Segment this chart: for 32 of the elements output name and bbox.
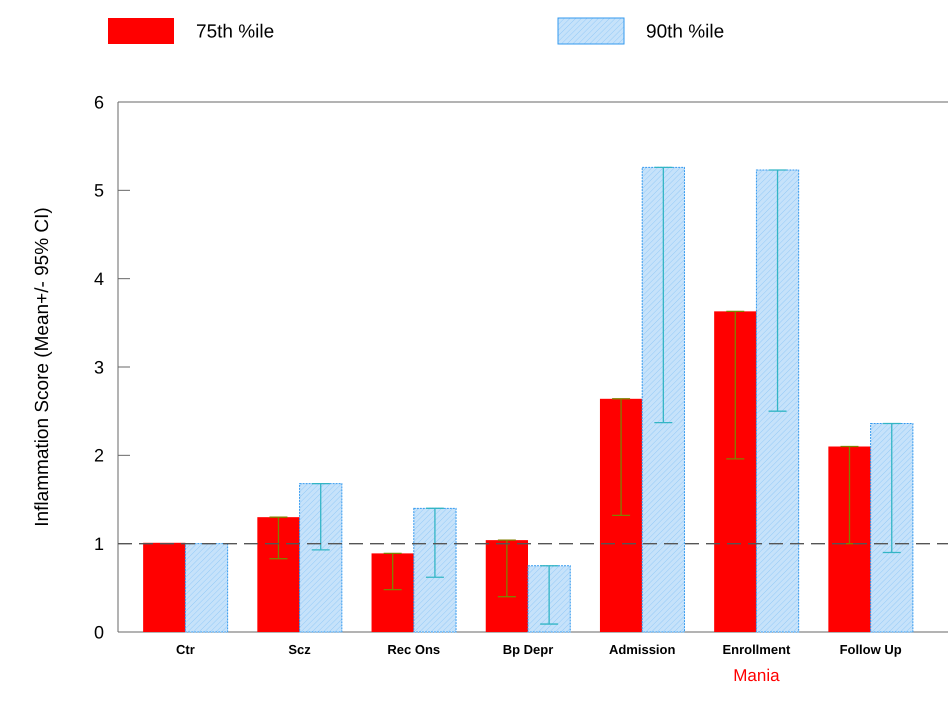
text: Mania [733, 666, 780, 685]
bar [828, 446, 871, 632]
bar [642, 166, 685, 632]
bar [528, 565, 571, 632]
x-tick-label: Enrollment [722, 642, 792, 657]
bar [600, 398, 642, 632]
y-tick-label: 2 [94, 446, 104, 466]
y-tick-label: 3 [94, 357, 104, 378]
bar [714, 311, 756, 632]
y-tick-label: 4 [94, 268, 104, 289]
y-tick-label: 0 [94, 622, 104, 642]
bar [486, 540, 528, 632]
legend-label: 90th %ile [646, 22, 724, 43]
legend-label: 75th %ile [196, 22, 274, 43]
y-tick-label: 6 [94, 92, 104, 112]
x-tick-label: Admission [608, 642, 676, 657]
bar [299, 483, 342, 632]
bar [756, 170, 800, 632]
y-tick-label: 5 [94, 180, 104, 201]
y-tick-label: 1 [94, 534, 104, 554]
x-tick-label: Bp Depr [502, 642, 554, 657]
bar [143, 542, 186, 632]
bar [413, 508, 457, 632]
bar [372, 553, 414, 632]
bar [184, 543, 228, 632]
x-tick-label: Scz [288, 642, 312, 657]
x-tick-label: Rec Ons [387, 642, 440, 657]
y-axis-title: Inflammation Score (Mean+/- 95% CI) [32, 207, 53, 527]
x-tick-label: Ctr [176, 642, 195, 657]
bar [257, 517, 300, 632]
bar [870, 423, 914, 632]
x-tick-label: Follow Up [840, 642, 902, 657]
